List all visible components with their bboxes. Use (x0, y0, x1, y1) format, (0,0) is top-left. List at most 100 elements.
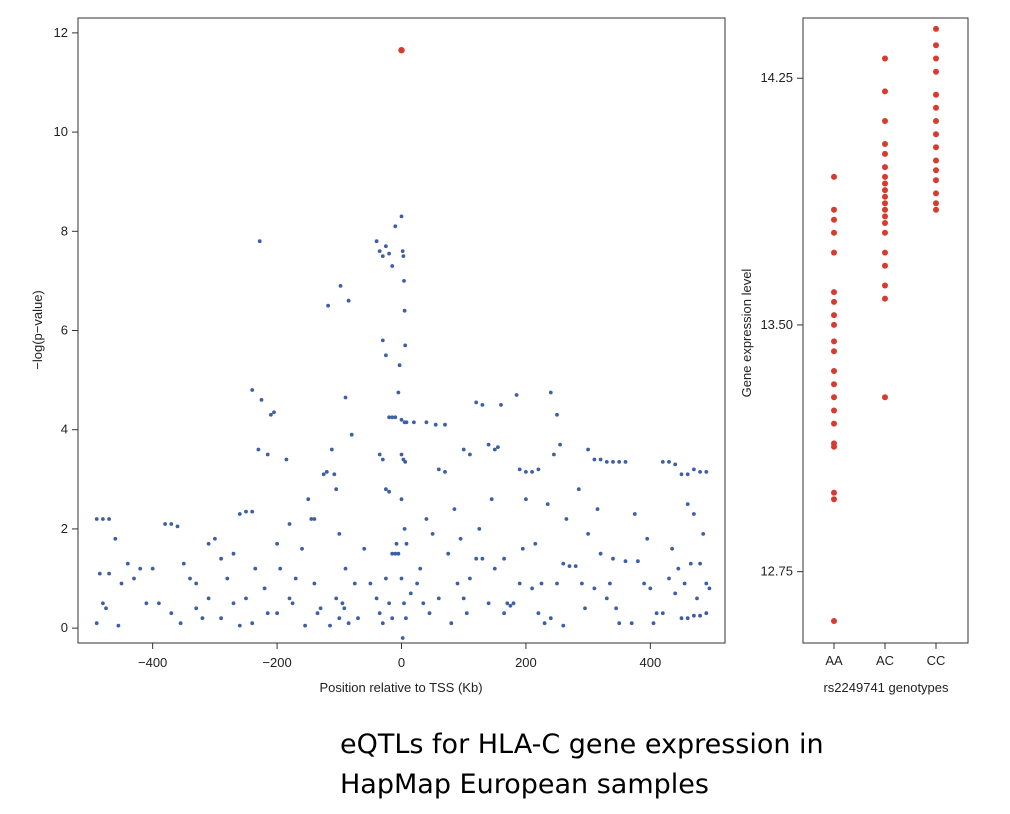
genotype-point (882, 88, 888, 95)
eqtl-point (340, 601, 345, 606)
eqtl-point (94, 517, 99, 521)
eqtl-point (682, 581, 687, 586)
eqtl-point (206, 596, 211, 601)
eqtl-point (486, 442, 491, 447)
eqtl-point (492, 566, 497, 571)
eqtl-point (468, 452, 472, 457)
genotype-point (933, 91, 939, 98)
eqtl-point (334, 596, 339, 601)
eqtl-figure: −400 −200 0 200 400 0 2 4 6 8 10 12 Position relat… (30, 17, 969, 695)
eqtl-point (636, 559, 640, 564)
eqtl-point (692, 467, 696, 472)
caption-line-1: eQTLs for HLA-C gene expression in (340, 729, 824, 760)
genotype-point (831, 381, 837, 388)
y-tick-label: 6 (61, 323, 68, 338)
eqtl-point (169, 522, 174, 526)
eqtl-point (107, 517, 111, 521)
eqtl-point (269, 412, 273, 417)
eqtl-point (548, 390, 553, 395)
genotype-point (831, 312, 837, 319)
eqtl-point (561, 623, 566, 628)
figure-caption: eQTLs for HLA-C gene expression in HapMa… (340, 725, 980, 805)
eqtl-point (349, 432, 354, 437)
eqtl-point (517, 467, 522, 472)
eqtl-point (552, 452, 556, 457)
eqtl-point (362, 546, 367, 551)
eqtl-point (332, 472, 337, 477)
genotype-point (933, 25, 939, 32)
eqtl-point (592, 586, 597, 591)
eqtl-point (219, 556, 224, 561)
genotype-point (882, 150, 888, 157)
eqtl-point (536, 467, 541, 472)
eqtl-point (390, 551, 395, 556)
eqtl-point (443, 470, 447, 474)
eqtl-point (380, 254, 385, 258)
expression-tick-label: 14.25 (760, 70, 793, 85)
eqtl-point (400, 249, 405, 254)
eqtl-point (685, 472, 690, 477)
genotype-point (882, 295, 888, 302)
eqtl-point (629, 621, 634, 626)
eqtl-point (138, 566, 143, 571)
eqtl-point (244, 509, 248, 514)
eqtl-point (377, 452, 382, 457)
eqtl-point (660, 460, 665, 464)
eqtl-point (399, 576, 404, 581)
genotype-point (831, 394, 837, 401)
eqtl-point (695, 596, 699, 601)
eqtl-point (511, 601, 516, 606)
eqtl-point (586, 447, 590, 452)
eqtl-point (651, 621, 656, 626)
genotype-point (882, 249, 888, 256)
eqtl-point (338, 284, 343, 288)
eqtl-point (592, 457, 597, 462)
eqtl-point (326, 303, 330, 308)
genotype-point (882, 173, 888, 180)
eqtl-point (374, 239, 379, 244)
eqtl-point (278, 566, 283, 571)
eqtl-point (464, 611, 469, 616)
genotype-point (831, 443, 837, 450)
genotype-point (933, 206, 939, 213)
eqtl-point (604, 460, 609, 464)
eqtl-point (660, 611, 665, 616)
eqtl-point (461, 596, 466, 601)
y-tick-label: 8 (61, 223, 68, 238)
genotype-point (831, 489, 837, 496)
eqtl-point (169, 611, 174, 616)
eqtl-point (384, 487, 388, 492)
y-tick-label: 4 (61, 422, 68, 437)
eqtl-point (424, 420, 429, 425)
eqtl-point (377, 249, 382, 254)
eqtl-point (583, 606, 587, 611)
eqtl-point (604, 596, 609, 601)
eqtl-point (287, 522, 292, 526)
genotype-point (882, 164, 888, 171)
eqtl-point (178, 621, 183, 626)
eqtl-point (648, 586, 653, 591)
eqtl-point (237, 512, 242, 516)
eqtl-point (698, 470, 702, 474)
genotype-point (933, 190, 939, 197)
eqtl-point (250, 509, 255, 514)
eqtl-point (368, 581, 373, 586)
eqtl-point (461, 447, 466, 452)
eqtl-point (403, 460, 408, 464)
genotype-point (882, 55, 888, 62)
genotype-point (831, 321, 837, 328)
eqtl-point (343, 395, 348, 400)
eqtl-point (586, 532, 590, 536)
eqtl-point (685, 502, 690, 506)
genotype-points (831, 25, 939, 624)
manhattan-points (94, 47, 712, 640)
genotype-point (831, 206, 837, 213)
x-tick-label: 0 (398, 655, 405, 670)
eqtl-point (608, 581, 612, 586)
eqtl-point (530, 586, 534, 591)
eqtl-point (150, 566, 155, 571)
eqtl-point (380, 338, 385, 343)
eqtl-point (654, 611, 659, 616)
eqtl-point (421, 601, 426, 606)
eqtl-point (101, 517, 105, 521)
